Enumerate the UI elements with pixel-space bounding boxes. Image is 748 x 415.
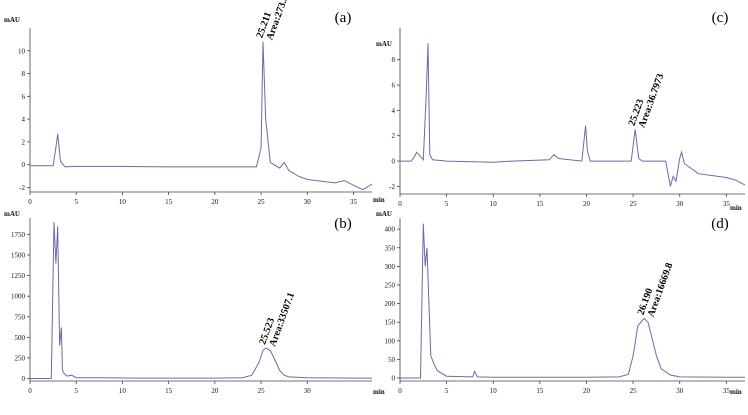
y-tick-label: 8 — [22, 70, 26, 78]
panel-label: (b) — [334, 216, 352, 232]
panel-label: (c) — [712, 10, 729, 26]
x-tick-label: 25 — [258, 387, 266, 395]
x-tick-label: 10 — [490, 387, 498, 395]
y-unit-label: mAU — [4, 16, 20, 24]
y-tick-label: 1000 — [11, 293, 26, 301]
y-tick-label: -2 — [19, 184, 25, 192]
x-tick-label: 5 — [445, 200, 449, 208]
x-tick-label: 0 — [28, 198, 32, 206]
y-tick-label: 100 — [385, 337, 396, 345]
y-tick-label: 1250 — [11, 272, 26, 280]
chromatogram-trace — [30, 222, 372, 379]
y-tick-label: 6 — [392, 82, 396, 90]
y-tick-label: 1500 — [11, 252, 26, 260]
chromatogram-trace — [400, 43, 746, 187]
y-tick-label: 0 — [392, 158, 396, 166]
y-tick-label: 750 — [15, 313, 26, 321]
x-tick-label: 20 — [211, 198, 219, 206]
y-unit-label: mAU — [4, 210, 20, 218]
y-tick-label: 150 — [385, 319, 396, 327]
y-tick-label: 8 — [392, 56, 396, 64]
x-tick-label: 10 — [119, 387, 127, 395]
x-tick-label: 35 — [723, 387, 731, 395]
y-unit-label: mAU — [376, 210, 392, 218]
y-tick-label: 250 — [385, 281, 396, 289]
x-tick-label: 5 — [74, 198, 78, 206]
x-tick-label: 5 — [445, 387, 449, 395]
x-tick-label: 30 — [676, 200, 684, 208]
x-tick-label: 15 — [536, 387, 544, 395]
y-tick-label: 0 — [392, 375, 396, 383]
y-tick-label: 200 — [385, 300, 396, 308]
x-tick-label: 15 — [165, 198, 173, 206]
x-tick-label: 5 — [74, 387, 78, 395]
x-tick-label: 10 — [119, 198, 127, 206]
chart-panel-1: 0 5 10 15 20 25 30 35-20246810mAUmin(a)25.211Ar… — [4, 0, 385, 206]
x-tick-label: 0 — [28, 387, 32, 395]
x-unit-label: min — [730, 388, 742, 396]
y-tick-label: 50 — [388, 356, 396, 364]
y-tick-label: 10 — [18, 47, 26, 55]
y-unit-label: mAU — [376, 40, 392, 48]
y-tick-label: 4 — [22, 116, 26, 124]
x-tick-label: 15 — [165, 387, 173, 395]
y-tick-label: 6 — [22, 93, 26, 101]
y-tick-label: -2 — [389, 183, 395, 191]
chart-panel-3: 0 5 10 15 20 25 30 35-202468mAUmin(c)25.223Area… — [376, 10, 746, 212]
chart-panel-4: 0 5 10 15 20 25 30 35050100150200250300350400mA… — [376, 210, 745, 396]
panel-label: (a) — [335, 10, 352, 26]
x-tick-label: 25 — [630, 200, 638, 208]
y-tick-label: 4 — [392, 107, 396, 115]
y-tick-label: 300 — [385, 263, 396, 271]
x-tick-label: 0 — [398, 200, 402, 208]
x-tick-label: 30 — [304, 387, 312, 395]
y-tick-label: 400 — [385, 226, 396, 234]
x-unit-label: min — [373, 388, 385, 396]
x-tick-label: 0 — [398, 387, 402, 395]
y-tick-label: 2 — [392, 132, 396, 140]
y-tick-label: 2 — [22, 138, 26, 146]
y-tick-label: 350 — [385, 244, 396, 252]
x-tick-label: 15 — [536, 200, 544, 208]
y-tick-label: 1750 — [11, 231, 26, 239]
x-tick-label: 20 — [211, 387, 219, 395]
y-tick-label: 0 — [22, 375, 26, 383]
x-tick-label: 20 — [583, 200, 591, 208]
x-unit-label: min — [373, 196, 385, 204]
x-tick-label: 35 — [350, 198, 358, 206]
chromatogram-trace — [400, 223, 745, 379]
chart-panel-2: 0 5 10 15 20 25 30 0 250 500 750 1000 1250 1500 1750 mA… — [4, 210, 385, 396]
x-tick-label: 25 — [258, 198, 266, 206]
x-tick-label: 20 — [583, 387, 591, 395]
y-tick-label: 250 — [15, 354, 26, 362]
x-tick-label: 30 — [676, 387, 684, 395]
chromatogram-trace — [30, 41, 373, 191]
panel-label: (d) — [711, 216, 729, 232]
x-tick-label: 30 — [304, 198, 312, 206]
x-tick-label: 35 — [723, 200, 731, 208]
y-tick-label: 0 — [22, 161, 26, 169]
x-tick-label: 10 — [490, 200, 498, 208]
y-tick-label: 500 — [15, 334, 26, 342]
x-unit-label: min — [730, 204, 742, 212]
x-tick-label: 25 — [630, 387, 638, 395]
